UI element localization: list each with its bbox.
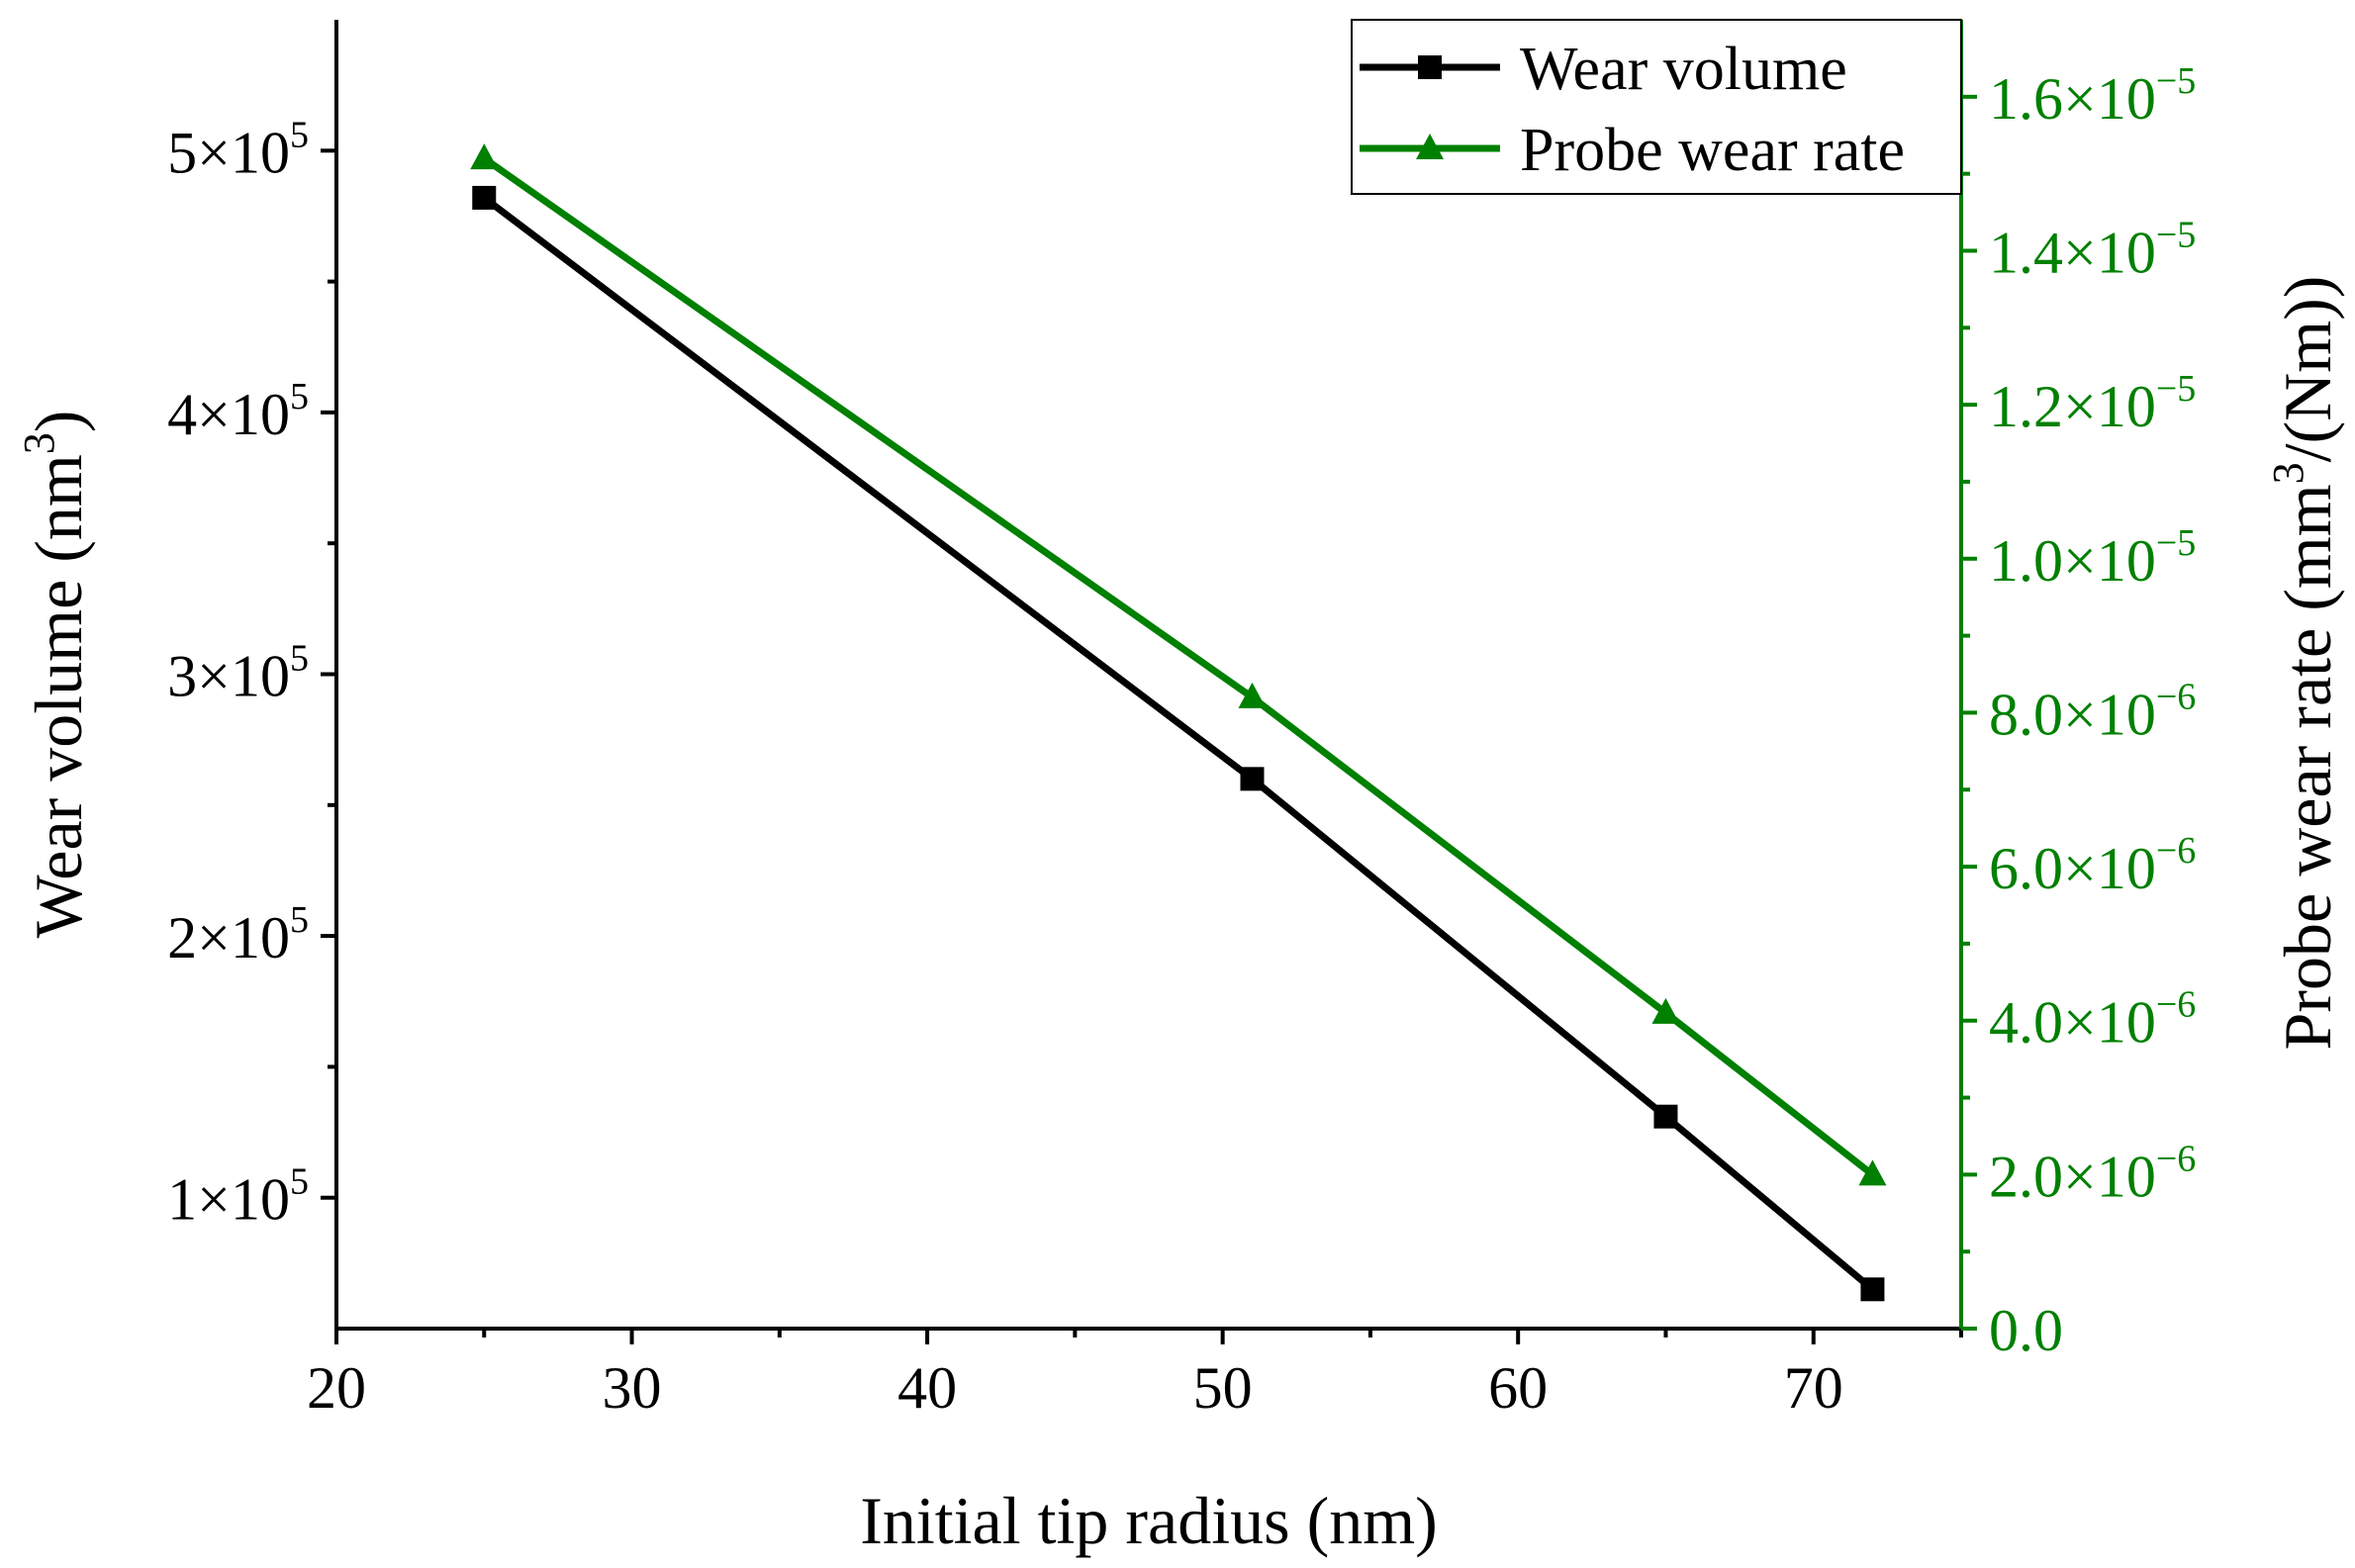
legend: Wear volume Probe wear rate xyxy=(1351,19,1962,195)
series-line-probe-wear-rate xyxy=(482,155,1875,1178)
x-tick-label: 70 xyxy=(1784,1355,1843,1421)
y-right-tick-label: 2.0×10−6 xyxy=(1989,1138,2196,1209)
y-left-tick-label: 5×105 xyxy=(167,114,309,185)
data-point-probe-wear-rate xyxy=(1858,1159,1887,1186)
y-left-tick-label: 4×105 xyxy=(167,376,309,447)
y-right-tick-label: 1.2×10−5 xyxy=(1989,368,2196,439)
axes: 20 30 40 50 60 70 1×105 2×105 3×105 4×105 5×105 0.0… xyxy=(167,20,2196,1421)
y-axis-left-title: Wear volume (nm3) xyxy=(15,411,96,939)
legend-box xyxy=(1351,19,1962,195)
y-right-tick-label: 1.4×10−5 xyxy=(1989,214,2196,285)
plot-area xyxy=(470,143,1887,1302)
y-right-tick-label: 1.6×10−5 xyxy=(1989,60,2196,132)
series-line-wear-volume xyxy=(482,195,1875,1292)
data-point-wear-volume xyxy=(1240,767,1265,791)
data-point-probe-wear-rate xyxy=(470,143,499,170)
y-right-tick-label: 0.0 xyxy=(1989,1298,2063,1363)
data-point-wear-volume xyxy=(1653,1104,1678,1129)
x-tick-label: 40 xyxy=(897,1355,957,1421)
legend-label-wear-volume: Wear volume xyxy=(1520,36,1847,103)
legend-marker-wear-volume xyxy=(1418,55,1442,79)
y-right-tick-label: 8.0×10−6 xyxy=(1989,676,2196,747)
x-tick-label: 60 xyxy=(1488,1355,1548,1421)
data-point-probe-wear-rate xyxy=(1651,997,1680,1024)
y-axis-right-title: Probe wear rate (mm3/(Nm)) xyxy=(2264,276,2345,1051)
x-tick-label: 20 xyxy=(307,1355,366,1421)
y-left-tick-label: 1×105 xyxy=(167,1161,309,1233)
x-tick-label: 50 xyxy=(1193,1355,1253,1421)
y-right-tick-label: 4.0×10−6 xyxy=(1989,984,2196,1056)
data-point-wear-volume xyxy=(472,185,497,210)
y-right-tick-label: 1.0×10−5 xyxy=(1989,522,2196,594)
data-point-wear-volume xyxy=(1860,1277,1885,1302)
data-point-probe-wear-rate xyxy=(1238,682,1267,708)
y-left-tick-label: 2×105 xyxy=(167,899,309,970)
x-axis-title: Initial tip radius (nm) xyxy=(860,1483,1438,1558)
axis-titles: Initial tip radius (nm) Wear volume (nm3)… xyxy=(15,276,2345,1558)
legend-label-probe-wear-rate: Probe wear rate xyxy=(1520,117,1905,184)
legend-marker-probe-wear-rate xyxy=(1416,134,1444,159)
y-right-tick-label: 6.0×10−6 xyxy=(1989,830,2196,901)
x-tick-label: 30 xyxy=(603,1355,662,1421)
y-left-tick-label: 3×105 xyxy=(167,638,309,709)
